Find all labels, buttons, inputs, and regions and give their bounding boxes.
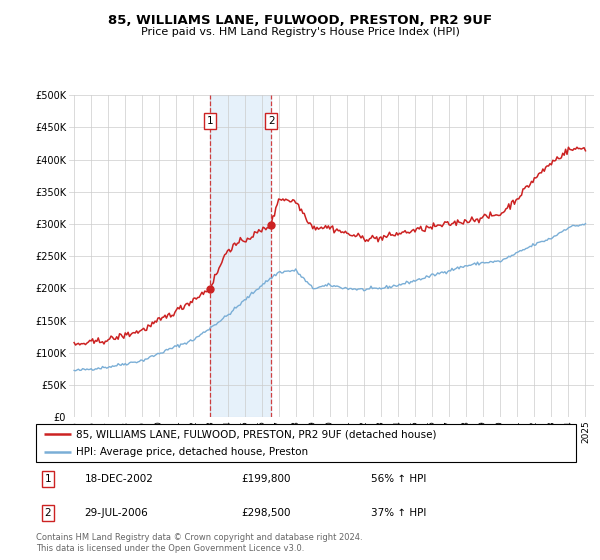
Text: HPI: Average price, detached house, Preston: HPI: Average price, detached house, Pres…	[77, 447, 308, 457]
FancyBboxPatch shape	[36, 424, 576, 462]
Text: 1: 1	[44, 474, 51, 484]
Text: 37% ↑ HPI: 37% ↑ HPI	[371, 508, 426, 518]
Text: 85, WILLIAMS LANE, FULWOOD, PRESTON, PR2 9UF: 85, WILLIAMS LANE, FULWOOD, PRESTON, PR2…	[108, 14, 492, 27]
Text: 18-DEC-2002: 18-DEC-2002	[85, 474, 154, 484]
Text: 85, WILLIAMS LANE, FULWOOD, PRESTON, PR2 9UF (detached house): 85, WILLIAMS LANE, FULWOOD, PRESTON, PR2…	[77, 430, 437, 440]
Text: Contains HM Land Registry data © Crown copyright and database right 2024.
This d: Contains HM Land Registry data © Crown c…	[36, 533, 362, 553]
Text: 1: 1	[206, 116, 213, 126]
Text: 2: 2	[268, 116, 275, 126]
Text: £199,800: £199,800	[241, 474, 290, 484]
Text: 2: 2	[44, 508, 51, 518]
Text: 56% ↑ HPI: 56% ↑ HPI	[371, 474, 426, 484]
Bar	[210, 95, 271, 417]
Text: Price paid vs. HM Land Registry's House Price Index (HPI): Price paid vs. HM Land Registry's House …	[140, 27, 460, 37]
Text: 29-JUL-2006: 29-JUL-2006	[85, 508, 148, 518]
Text: £298,500: £298,500	[241, 508, 290, 518]
